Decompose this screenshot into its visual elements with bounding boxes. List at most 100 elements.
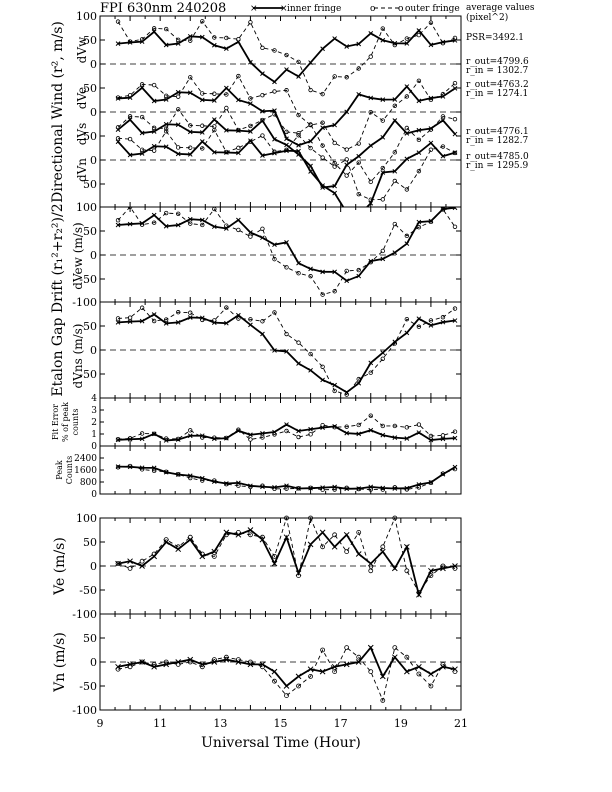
- inner-point: [403, 543, 410, 550]
- outer-point: [332, 669, 338, 674]
- outer-point: [380, 698, 386, 703]
- outer-point: [404, 568, 410, 574]
- directional-dvs-outer: [115, 105, 458, 185]
- directional-dvs-inner: [115, 117, 458, 190]
- outer-point: [175, 662, 181, 667]
- directional-dve-outer: [115, 73, 458, 152]
- fit-error-outer: [115, 413, 458, 442]
- gap-ns-ylabel: dVns (m/s): [71, 324, 85, 389]
- directional-y-tick-label: 0: [90, 154, 97, 167]
- inner-point: [331, 543, 338, 550]
- outer-point: [296, 683, 301, 689]
- gap-ew-y-tick-label: -100: [72, 296, 97, 309]
- outer-point: [139, 659, 145, 665]
- inner-point: [367, 644, 374, 651]
- inner-point: [355, 659, 362, 665]
- fit-error-y-tick-label: 2: [91, 418, 97, 428]
- peak-counts-y-tick-label: 1600: [74, 466, 97, 476]
- directional-dvw-inner: [115, 28, 458, 85]
- gap-ns-inner: [115, 312, 458, 395]
- ring-in-value: r_in = 1295.9: [466, 161, 529, 171]
- outer-point: [392, 515, 398, 521]
- inner-point: [271, 668, 278, 675]
- outer-point: [428, 573, 434, 578]
- outer-point: [368, 568, 374, 574]
- ve-series-outer: [115, 515, 458, 595]
- inner-point: [391, 565, 398, 572]
- x-tick-label: 19: [394, 717, 408, 730]
- outer-point: [296, 573, 301, 578]
- avg-unit: (pixel^2): [466, 12, 508, 23]
- outer-point: [127, 566, 133, 571]
- x-tick-label: 13: [213, 717, 227, 730]
- inner-point: [139, 563, 145, 569]
- legend-outer-mark: o: [370, 4, 375, 14]
- outer-point: [272, 678, 277, 684]
- gap-ew-y-tick-label: 0: [90, 249, 97, 262]
- inner-point: [343, 661, 350, 668]
- outer-point: [199, 664, 205, 670]
- gap-ns-y-tick-label: 0: [90, 344, 97, 357]
- outer-point: [320, 647, 326, 653]
- gap-ew-y-tick-label: -50: [79, 273, 97, 286]
- inner-point: [247, 527, 254, 533]
- ring-in-value: r_in = 1274.1: [466, 89, 528, 99]
- avg-title: average values: [466, 3, 535, 13]
- legend-inner-mark: ×: [280, 4, 288, 14]
- chart-title: FPI 630nm 240208: [100, 1, 226, 16]
- legend-outer-label: outer fringe: [405, 4, 460, 14]
- outer-point: [308, 515, 313, 521]
- outer-point: [235, 657, 241, 662]
- gap-ew-inner: [115, 207, 458, 284]
- inner-point: [319, 668, 326, 675]
- outer-point: [344, 549, 350, 554]
- outer-point: [235, 530, 241, 535]
- peak-counts-ylabel: Counts: [65, 456, 74, 485]
- dvs-label: dVs: [75, 123, 89, 146]
- ve-y-tick-label: 100: [76, 512, 97, 525]
- outer-point: [260, 534, 265, 540]
- vn-ylabel: Vn (m/s): [52, 632, 68, 693]
- fit-error-ylabel: counts: [71, 409, 80, 436]
- legend-inner-mark: ×: [250, 4, 258, 14]
- fit-error-y-tick-label: 4: [91, 394, 97, 404]
- outer-point: [223, 654, 229, 660]
- outer-point: [344, 645, 350, 650]
- outer-point: [440, 662, 446, 667]
- fit-error-y-tick-label: 1: [91, 430, 97, 440]
- inner-point: [343, 531, 350, 538]
- inner-point: [283, 683, 290, 689]
- directional-y-tick-label: 0: [90, 106, 97, 119]
- directional-ylabel: Directional Wind (r², m/s): [50, 21, 66, 203]
- ve-y-tick-label: 50: [83, 536, 97, 549]
- ring-in-value: r_in = 1282.7: [466, 136, 529, 146]
- vn-series-inner: [115, 644, 458, 689]
- x-tick-label: 21: [454, 717, 468, 730]
- vn-y-tick-label: 0: [90, 656, 97, 669]
- outer-point: [452, 669, 458, 674]
- outer-point: [368, 669, 374, 674]
- outer-point: [452, 566, 458, 571]
- outer-point: [211, 657, 217, 662]
- inner-point: [211, 548, 218, 555]
- outer-point: [392, 645, 398, 650]
- gap-ns-y-tick-label: 50: [83, 320, 97, 333]
- directional-dvn-inner: [115, 138, 458, 207]
- inner-point: [283, 534, 290, 541]
- inner-point: [127, 558, 133, 565]
- gap-ns-y-tick-label: -50: [79, 368, 97, 381]
- directional-y-tick-label: 50: [83, 34, 97, 47]
- outer-point: [223, 532, 229, 538]
- dve-label: dVe: [75, 87, 89, 109]
- ring-out-value: r_out=4763.2: [466, 80, 529, 90]
- outer-point: [163, 659, 169, 665]
- outer-point: [187, 659, 193, 665]
- legend-outer-mark: o: [398, 4, 403, 14]
- outer-point: [284, 693, 289, 698]
- outer-point: [380, 544, 386, 550]
- vn-y-tick-label: -50: [79, 680, 97, 693]
- fit-error-y-tick-label: 3: [91, 406, 97, 416]
- x-axis-label: Universal Time (Hour): [201, 735, 361, 751]
- outer-point: [356, 654, 362, 660]
- vn-y-tick-label: 50: [83, 632, 97, 645]
